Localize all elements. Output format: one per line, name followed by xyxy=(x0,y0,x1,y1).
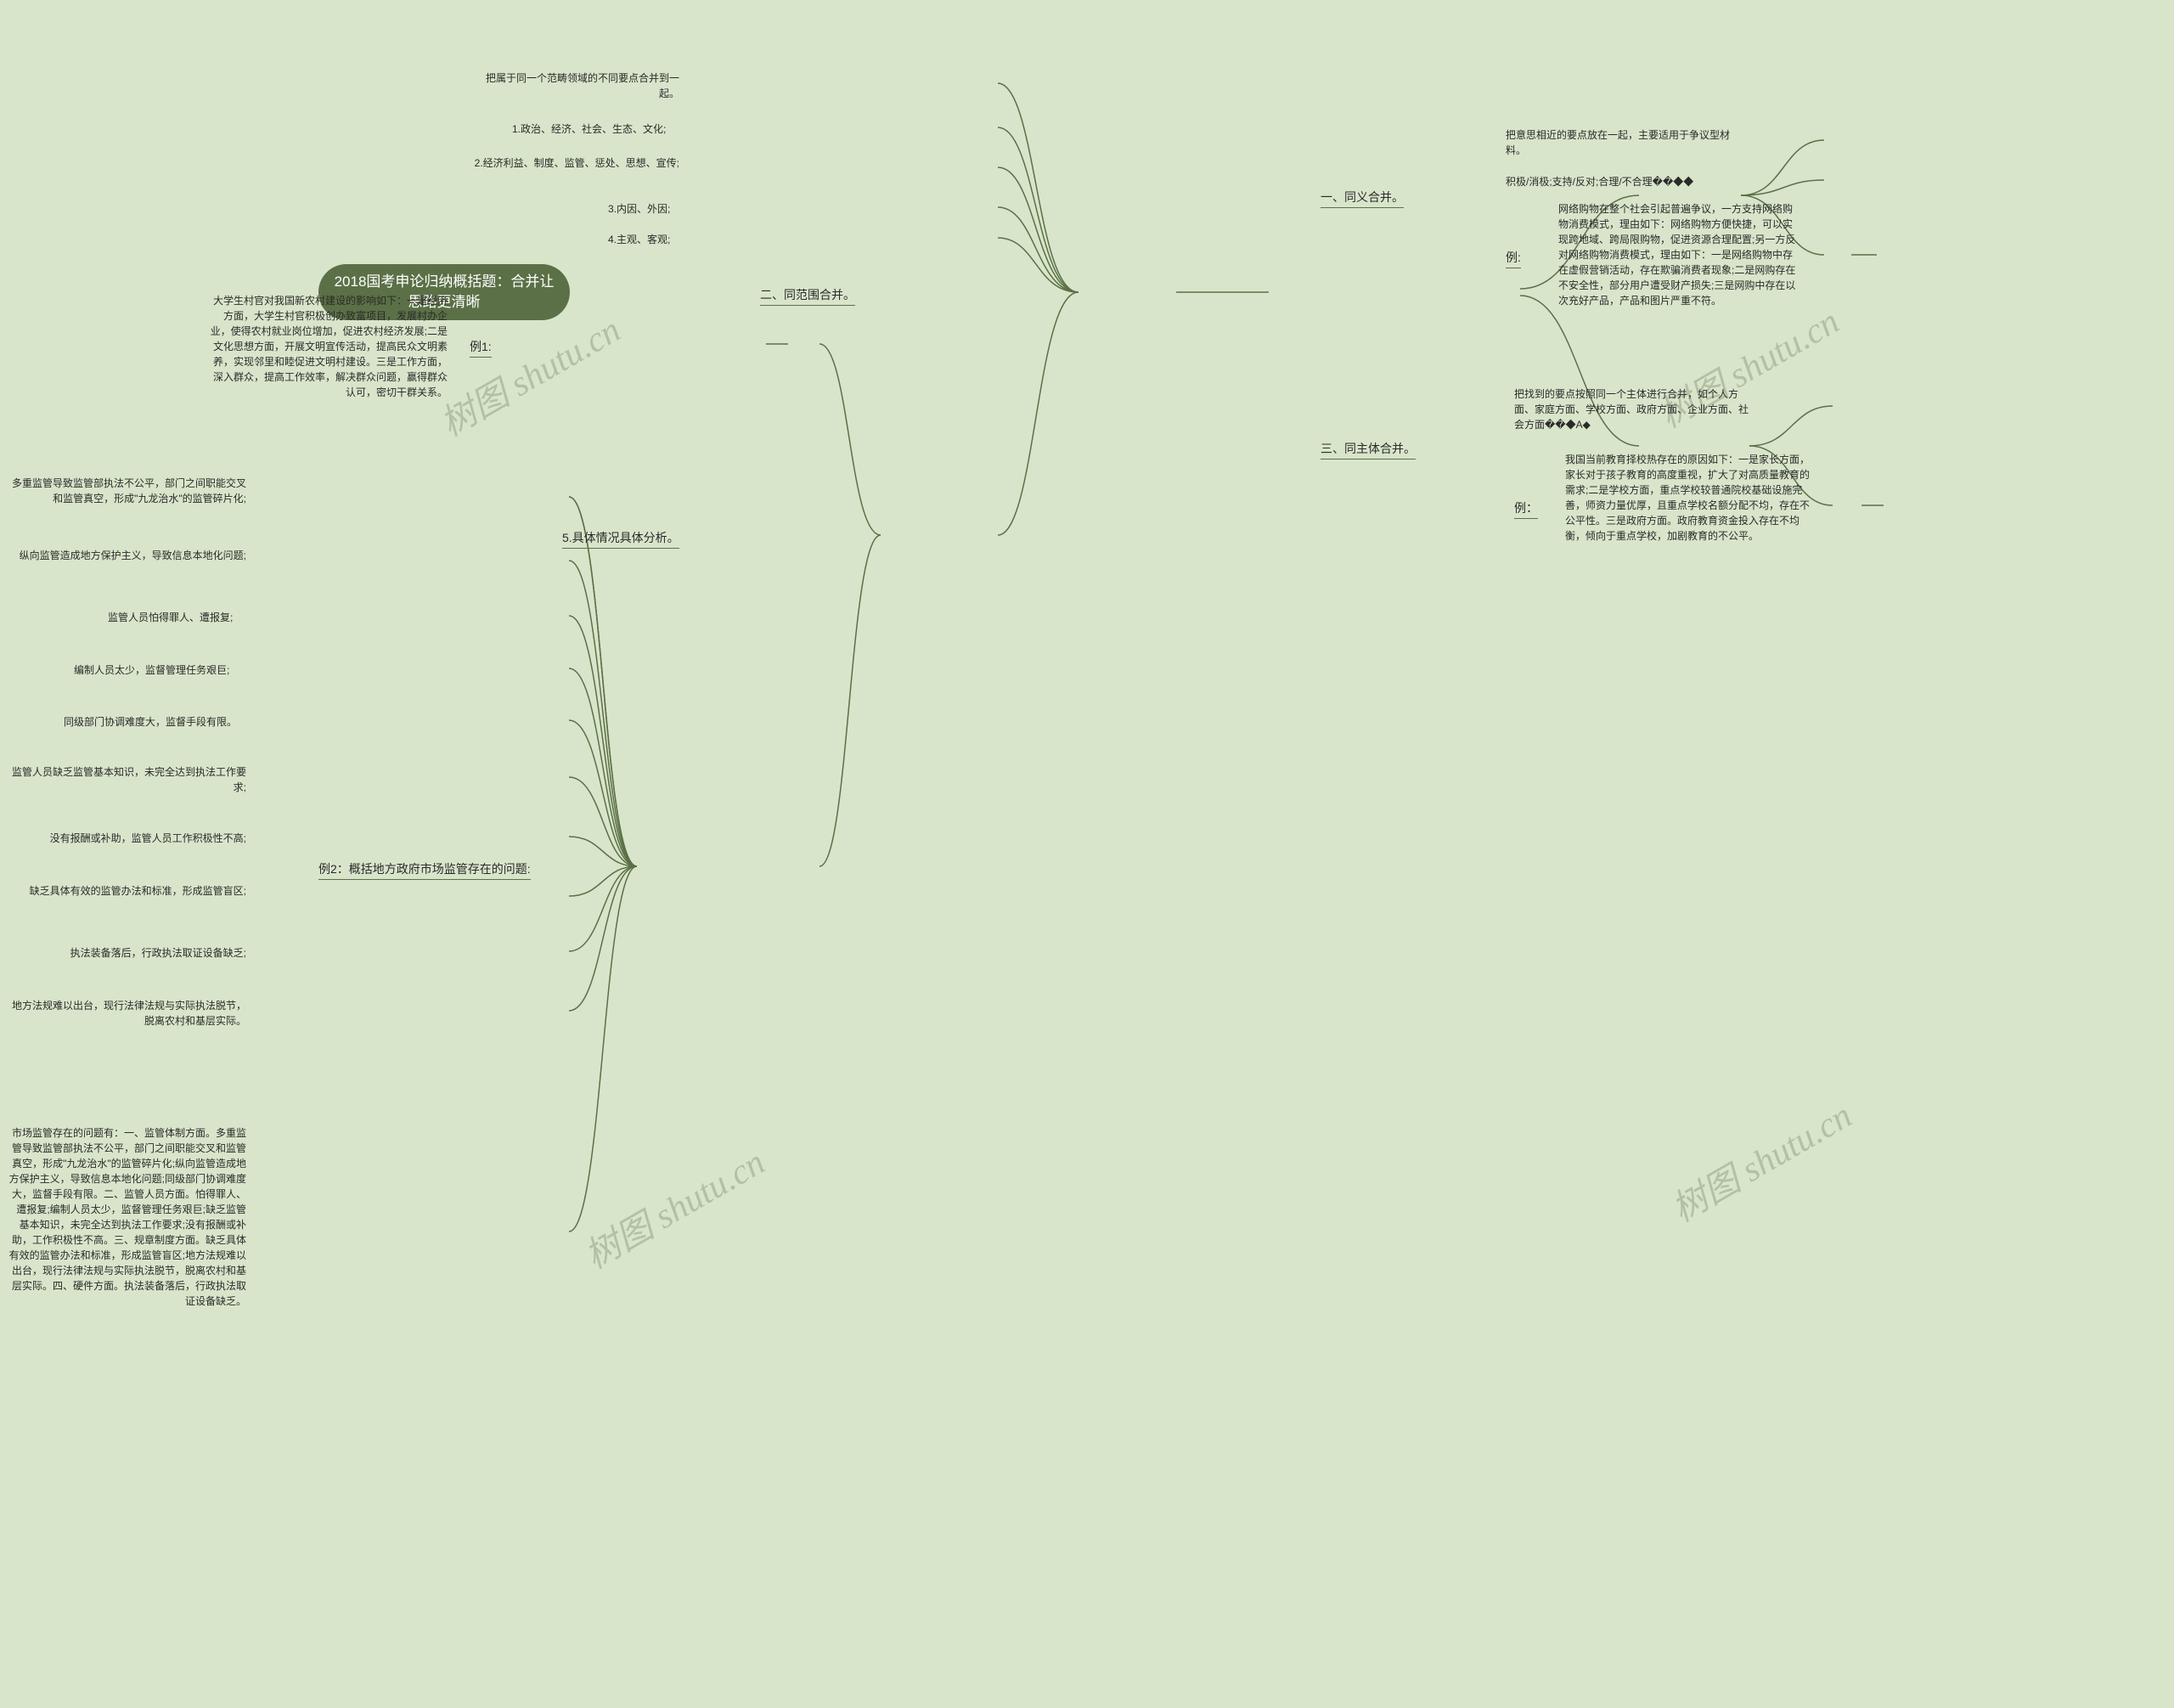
ex2-item-8: 缺乏具体有效的监管办法和标准，形成监管盲区; xyxy=(8,883,246,899)
branch3-example-text: 我国当前教育择校热存在的原因如下：一是家长方面，家长对于孩子教育的高度重视，扩大… xyxy=(1565,452,1811,544)
watermark: 树图 shutu.cn xyxy=(430,302,629,447)
ex2-item-4: 编制人员太少，监督管理任务艰巨; xyxy=(74,662,229,678)
ex2-item-5: 同级部门协调难度大，监督手段有限。 xyxy=(64,714,237,730)
branch2-leaf4: 4.主观、客观; xyxy=(608,232,670,247)
branch3-example-label: 例： xyxy=(1514,499,1538,519)
branch2-sub5-label[interactable]: 5.具体情况具体分析。 xyxy=(562,529,679,549)
ex2-item-1: 多重监管导致监管部执法不公平，部门之间职能交叉和监管真空，形成"九龙治水"的监管… xyxy=(8,476,246,506)
branch-2-title[interactable]: 二、同范围合并。 xyxy=(760,286,855,306)
branch2-ex1-text: 大学生村官对我国新农村建设的影响如下：一是经济方面，大学生村官积极创办致富项目，… xyxy=(210,293,448,400)
mindmap-connectors xyxy=(318,0,2174,1708)
ex2-item-7: 没有报酬或补助，监管人员工作积极性不高; xyxy=(21,831,246,846)
branch1-example-label: 例: xyxy=(1506,249,1521,268)
branch2-ex2-label: 例2：概括地方政府市场监管存在的问题: xyxy=(318,860,501,880)
ex2-item-2: 纵向监管造成地方保护主义，导致信息本地化问题; xyxy=(8,548,246,563)
ex2-item-6: 监管人员缺乏监管基本知识，未完全达到执法工作要求; xyxy=(8,764,246,795)
ex2-item-10: 地方法规难以出台，现行法律法规与实际执法脱节，脱离农村和基层实际。 xyxy=(8,998,246,1029)
ex2-item-11: 市场监管存在的问题有：一、监管体制方面。多重监管导致监管部执法不公平，部门之间职… xyxy=(8,1125,246,1309)
watermark: 树图 shutu.cn xyxy=(574,1134,774,1279)
watermark: 树图 shutu.cn xyxy=(1661,1087,1861,1232)
branch2-leaf3: 3.内因、外因; xyxy=(608,201,670,217)
ex2-item-9: 执法装备落后，行政执法取证设备缺乏; xyxy=(51,945,246,961)
ex2-item-3: 监管人员怕得罪人、遭报复; xyxy=(108,610,233,625)
branch2-leaftop: 把属于同一个范畴领域的不同要点合并到一起。 xyxy=(484,70,679,101)
branch1-leaf2: 积极/消极;支持/反对;合理/不合理��◆◆ xyxy=(1506,174,1743,189)
branch2-leaf1: 1.政治、经济、社会、生态、文化; xyxy=(512,121,666,137)
branch2-ex1-label: 例1: xyxy=(470,338,492,358)
branch2-leaf2: 2.经济利益、制度、监管、惩处、思想、宣传; xyxy=(454,155,679,171)
branch3-leaf1: 把找到的要点按照同一个主体进行合并，如个人方面、家庭方面、学校方面、政府方面、企… xyxy=(1514,386,1752,432)
branch-3-title[interactable]: 三、同主体合并。 xyxy=(1321,440,1416,459)
branch1-example-text: 网络购物在整个社会引起普遍争议，一方支持网络购物消费模式，理由如下：网络购物方便… xyxy=(1558,201,1796,308)
branch-1-title[interactable]: 一、同义合并。 xyxy=(1321,189,1404,208)
branch1-leaf1: 把意思相近的要点放在一起，主要适用于争议型材料。 xyxy=(1506,127,1743,158)
ex2-fan-connectors xyxy=(318,0,2174,1708)
